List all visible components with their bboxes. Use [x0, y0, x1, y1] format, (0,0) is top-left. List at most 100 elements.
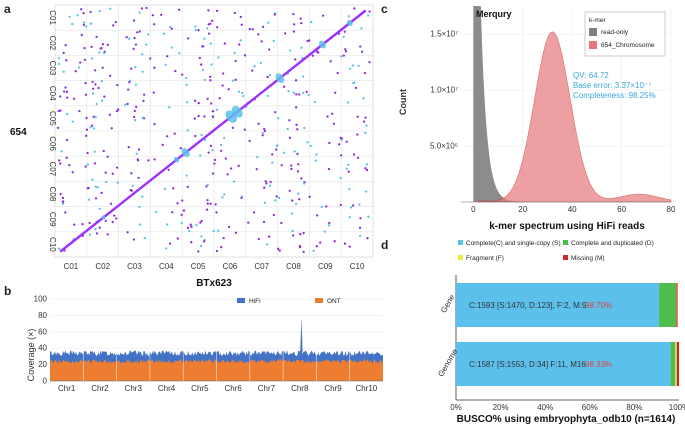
dotplot-point: [365, 124, 368, 127]
dotplot-point: [263, 186, 266, 189]
dotplot-point: [194, 28, 197, 32]
dotplot-point: [109, 74, 112, 77]
dotplot-point: [168, 242, 172, 245]
dotplot-point: [329, 60, 332, 63]
dotplot-point: [106, 233, 109, 236]
busco-legend-swatch: [563, 240, 568, 245]
busco-bar-segment: [659, 283, 677, 327]
busco-panel: Complete(C) and single-copy (S) Complete …: [436, 240, 685, 425]
dotplot-point: [100, 47, 103, 50]
dotplot-point: [287, 89, 290, 93]
dotplot-point: [253, 65, 256, 68]
dotplot-point: [364, 167, 367, 170]
dotplot-point: [71, 171, 74, 174]
dotplot-point: [360, 27, 363, 30]
dotplot-point: [167, 168, 170, 172]
dotplot-point: [64, 44, 67, 47]
dotplot-point: [115, 166, 119, 169]
dotplot-point: [189, 223, 192, 226]
dotplot-point: [333, 240, 336, 243]
dotplot-point: [210, 19, 214, 22]
dotplot-point: [57, 109, 60, 113]
dotplot-point: [358, 234, 362, 238]
dotplot-point: [141, 195, 144, 198]
dotplot-point: [101, 99, 104, 103]
dotplot-xtick: C02: [95, 262, 110, 271]
dotplot-point: [339, 176, 342, 180]
dotplot-point: [263, 201, 266, 204]
dotplot-point: [220, 246, 223, 249]
dotplot-point: [94, 185, 97, 188]
dotplot-ytick: C01: [48, 10, 57, 25]
dotplot-point: [176, 202, 179, 205]
dotplot-point: [152, 23, 156, 26]
dotplot-point: [234, 78, 237, 81]
dotplot-point: [207, 9, 210, 12]
dotplot-point: [256, 156, 259, 159]
dotplot-point: [205, 185, 208, 188]
dotplot-ytick: C04: [48, 86, 57, 101]
dotplot-point: [85, 116, 88, 120]
busco-xtick: 20%: [493, 403, 509, 412]
dotplot-point: [71, 22, 74, 26]
busco-xtick: 100%: [669, 403, 685, 412]
dotplot-point: [136, 159, 140, 162]
dotplot-point: [351, 64, 354, 67]
dotplot-point: [100, 79, 103, 83]
dotplot-point: [58, 247, 61, 250]
dotplot-point: [268, 235, 271, 238]
dotplot-point: [178, 52, 181, 55]
dotplot-point: [344, 48, 347, 51]
dotplot-point: [166, 223, 169, 226]
dotplot-point: [126, 102, 129, 106]
dotplot-point: [209, 144, 213, 148]
dotplot-point: [130, 172, 133, 175]
dotplot-point: [356, 156, 360, 160]
dotplot-point: [356, 133, 359, 136]
dotplot-point: [62, 51, 65, 55]
dotplot-point: [123, 103, 127, 106]
dotplot-point: [165, 247, 168, 250]
dotplot-point: [307, 93, 310, 96]
busco-xtick: 40%: [537, 403, 553, 412]
dotplot-point: [268, 184, 272, 187]
dotplot-point: [134, 119, 137, 122]
dotplot-point: [145, 43, 148, 46]
coverage-legend-swatch-ont: [315, 298, 323, 303]
dotplot-point: [193, 117, 196, 120]
dotplot-ytick: C07: [48, 161, 57, 176]
busco-legend-label: Fragment (F): [466, 255, 504, 262]
coverage-ytick: 40: [38, 344, 47, 353]
dotplot-point: [94, 197, 98, 200]
dotplot-point: [368, 10, 371, 13]
busco-xtick: 80%: [626, 403, 642, 412]
dotplot-point: [315, 245, 318, 248]
dotplot-point: [336, 71, 339, 75]
dotplot-point: [166, 55, 169, 58]
dotplot-point: [197, 101, 200, 105]
dotplot-point: [152, 91, 155, 94]
dotplot-point: [80, 8, 83, 11]
dotplot-point: [78, 109, 81, 113]
dotplot-point: [136, 31, 139, 34]
dotplot-point: [132, 115, 136, 119]
dotplot-point: [172, 187, 175, 190]
dotplot-point: [84, 165, 87, 168]
dotplot-point: [280, 164, 283, 167]
dotplot-point: [199, 154, 202, 157]
dotplot-point: [233, 11, 236, 15]
dotplot-point: [142, 93, 146, 96]
dotplot-point: [223, 136, 226, 140]
kmer-legend-box: [584, 11, 666, 57]
dotplot-point: [327, 167, 331, 171]
dotplot-point: [126, 231, 129, 234]
dotplot-point: [109, 202, 113, 205]
kmer-legend-title: k-mer: [589, 17, 606, 24]
dotplot-point: [82, 21, 86, 24]
dotplot-point: [223, 193, 226, 196]
dotplot-point: [83, 58, 87, 61]
dotplot-ytick: C09: [48, 212, 57, 227]
dotplot-point: [64, 86, 67, 89]
dotplot-point: [117, 108, 120, 111]
dotplot-point: [84, 93, 88, 96]
